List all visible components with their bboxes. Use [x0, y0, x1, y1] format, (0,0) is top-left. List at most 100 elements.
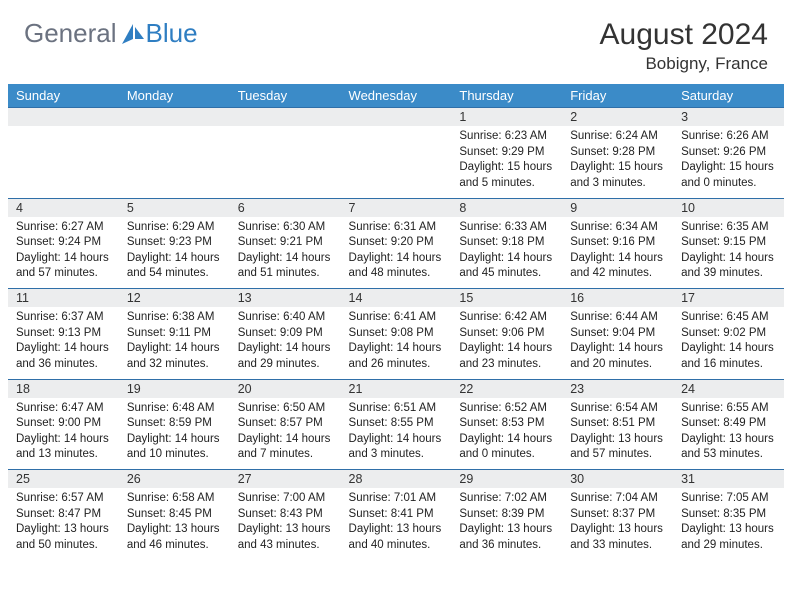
day-cell: Sunrise: 7:05 AMSunset: 8:35 PMDaylight:… — [673, 488, 784, 560]
sunrise-text: Sunrise: 6:47 AM — [16, 401, 111, 417]
weekday-header: Monday — [119, 84, 230, 108]
day-number: 11 — [8, 289, 119, 308]
day-cell: Sunrise: 6:52 AMSunset: 8:53 PMDaylight:… — [451, 398, 562, 470]
daylight-text: and 33 minutes. — [570, 538, 665, 554]
sunrise-text: Sunrise: 7:00 AM — [238, 491, 333, 507]
day-number: 6 — [230, 198, 341, 217]
daylight-text: Daylight: 13 hours — [459, 522, 554, 538]
sunrise-text: Sunrise: 6:24 AM — [570, 129, 665, 145]
sunset-text: Sunset: 8:43 PM — [238, 507, 333, 523]
daylight-text: and 57 minutes. — [16, 266, 111, 282]
daylight-text: Daylight: 14 hours — [681, 251, 776, 267]
day-number-row: 25262728293031 — [8, 470, 784, 489]
day-number: 23 — [562, 379, 673, 398]
day-number-row: 123 — [8, 108, 784, 127]
weekday-header: Saturday — [673, 84, 784, 108]
daylight-text: Daylight: 14 hours — [459, 432, 554, 448]
day-number: 2 — [562, 108, 673, 127]
day-cell: Sunrise: 6:54 AMSunset: 8:51 PMDaylight:… — [562, 398, 673, 470]
daylight-text: Daylight: 13 hours — [681, 432, 776, 448]
sunset-text: Sunset: 8:47 PM — [16, 507, 111, 523]
day-number: 8 — [451, 198, 562, 217]
daylight-text: Daylight: 13 hours — [16, 522, 111, 538]
day-cell: Sunrise: 6:58 AMSunset: 8:45 PMDaylight:… — [119, 488, 230, 560]
day-number: 30 — [562, 470, 673, 489]
daylight-text: and 43 minutes. — [238, 538, 333, 554]
day-cell: Sunrise: 6:45 AMSunset: 9:02 PMDaylight:… — [673, 307, 784, 379]
day-info-row: Sunrise: 6:23 AMSunset: 9:29 PMDaylight:… — [8, 126, 784, 198]
daylight-text: Daylight: 14 hours — [570, 251, 665, 267]
sunset-text: Sunset: 9:26 PM — [681, 145, 776, 161]
sunset-text: Sunset: 8:37 PM — [570, 507, 665, 523]
sunrise-text: Sunrise: 6:48 AM — [127, 401, 222, 417]
day-cell: Sunrise: 6:35 AMSunset: 9:15 PMDaylight:… — [673, 217, 784, 289]
daylight-text: and 10 minutes. — [127, 447, 222, 463]
sunrise-text: Sunrise: 6:33 AM — [459, 220, 554, 236]
day-number: 18 — [8, 379, 119, 398]
day-number: 7 — [341, 198, 452, 217]
day-cell: Sunrise: 6:34 AMSunset: 9:16 PMDaylight:… — [562, 217, 673, 289]
weekday-header-row: SundayMondayTuesdayWednesdayThursdayFrid… — [8, 84, 784, 108]
daylight-text: and 5 minutes. — [459, 176, 554, 192]
day-number: 29 — [451, 470, 562, 489]
daylight-text: and 13 minutes. — [16, 447, 111, 463]
daylight-text: and 45 minutes. — [459, 266, 554, 282]
daylight-text: Daylight: 14 hours — [16, 432, 111, 448]
daylight-text: and 20 minutes. — [570, 357, 665, 373]
daylight-text: Daylight: 14 hours — [238, 251, 333, 267]
day-number: 5 — [119, 198, 230, 217]
weekday-header: Tuesday — [230, 84, 341, 108]
sunset-text: Sunset: 8:57 PM — [238, 416, 333, 432]
daylight-text: Daylight: 13 hours — [681, 522, 776, 538]
daylight-text: Daylight: 14 hours — [127, 432, 222, 448]
daylight-text: Daylight: 13 hours — [238, 522, 333, 538]
sunrise-text: Sunrise: 6:30 AM — [238, 220, 333, 236]
sunrise-text: Sunrise: 6:54 AM — [570, 401, 665, 417]
sunset-text: Sunset: 9:08 PM — [349, 326, 444, 342]
daylight-text: Daylight: 14 hours — [349, 432, 444, 448]
daylight-text: and 46 minutes. — [127, 538, 222, 554]
day-number-row: 11121314151617 — [8, 289, 784, 308]
daylight-text: Daylight: 14 hours — [127, 251, 222, 267]
daylight-text: Daylight: 13 hours — [570, 522, 665, 538]
sunrise-text: Sunrise: 6:55 AM — [681, 401, 776, 417]
daylight-text: Daylight: 14 hours — [238, 432, 333, 448]
sunrise-text: Sunrise: 7:01 AM — [349, 491, 444, 507]
sunset-text: Sunset: 9:24 PM — [16, 235, 111, 251]
sunset-text: Sunset: 8:41 PM — [349, 507, 444, 523]
title-block: August 2024 Bobigny, France — [600, 18, 768, 74]
day-cell: Sunrise: 7:01 AMSunset: 8:41 PMDaylight:… — [341, 488, 452, 560]
day-number: 13 — [230, 289, 341, 308]
logo-text-blue: Blue — [146, 18, 198, 49]
day-cell: Sunrise: 7:00 AMSunset: 8:43 PMDaylight:… — [230, 488, 341, 560]
daylight-text: and 54 minutes. — [127, 266, 222, 282]
day-cell: Sunrise: 6:44 AMSunset: 9:04 PMDaylight:… — [562, 307, 673, 379]
daylight-text: Daylight: 13 hours — [127, 522, 222, 538]
weekday-header: Sunday — [8, 84, 119, 108]
day-cell: Sunrise: 6:42 AMSunset: 9:06 PMDaylight:… — [451, 307, 562, 379]
daylight-text: and 57 minutes. — [570, 447, 665, 463]
sunrise-text: Sunrise: 6:38 AM — [127, 310, 222, 326]
sunset-text: Sunset: 9:04 PM — [570, 326, 665, 342]
day-number-row: 45678910 — [8, 198, 784, 217]
sunrise-text: Sunrise: 6:50 AM — [238, 401, 333, 417]
daylight-text: Daylight: 13 hours — [349, 522, 444, 538]
day-number: 25 — [8, 470, 119, 489]
day-cell: Sunrise: 6:37 AMSunset: 9:13 PMDaylight:… — [8, 307, 119, 379]
daylight-text: Daylight: 14 hours — [681, 341, 776, 357]
day-info-row: Sunrise: 6:57 AMSunset: 8:47 PMDaylight:… — [8, 488, 784, 560]
sunset-text: Sunset: 9:21 PM — [238, 235, 333, 251]
daylight-text: Daylight: 14 hours — [16, 251, 111, 267]
day-cell: Sunrise: 6:27 AMSunset: 9:24 PMDaylight:… — [8, 217, 119, 289]
sunset-text: Sunset: 8:49 PM — [681, 416, 776, 432]
sunrise-text: Sunrise: 6:44 AM — [570, 310, 665, 326]
daylight-text: Daylight: 15 hours — [459, 160, 554, 176]
calendar-table: SundayMondayTuesdayWednesdayThursdayFrid… — [8, 84, 784, 560]
day-cell: Sunrise: 6:23 AMSunset: 9:29 PMDaylight:… — [451, 126, 562, 198]
daylight-text: and 7 minutes. — [238, 447, 333, 463]
sunrise-text: Sunrise: 6:31 AM — [349, 220, 444, 236]
day-cell: Sunrise: 6:24 AMSunset: 9:28 PMDaylight:… — [562, 126, 673, 198]
daylight-text: and 42 minutes. — [570, 266, 665, 282]
day-info-row: Sunrise: 6:47 AMSunset: 9:00 PMDaylight:… — [8, 398, 784, 470]
sunrise-text: Sunrise: 6:34 AM — [570, 220, 665, 236]
